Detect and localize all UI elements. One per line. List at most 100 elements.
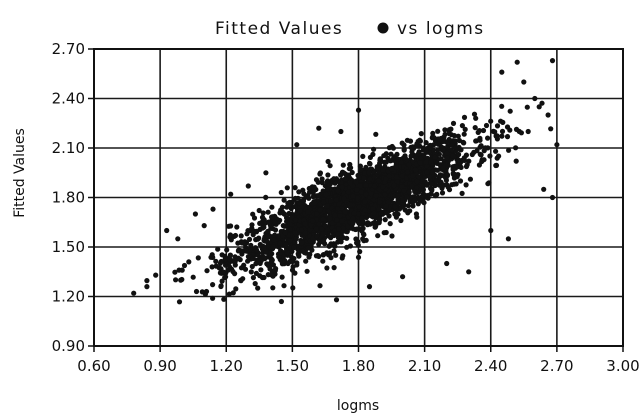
- data-point: [220, 269, 227, 275]
- y-tick-label: 2.40: [52, 90, 85, 108]
- data-point: [421, 200, 427, 206]
- data-point: [332, 243, 338, 249]
- data-point: [488, 227, 494, 234]
- data-point: [532, 95, 538, 102]
- data-point: [541, 186, 547, 192]
- data-point: [232, 254, 238, 260]
- data-point: [499, 69, 505, 75]
- data-point: [248, 242, 254, 248]
- data-point: [435, 128, 441, 134]
- data-point: [329, 220, 335, 226]
- data-point: [263, 170, 269, 176]
- data-point: [444, 172, 451, 178]
- data-point: [228, 191, 234, 197]
- data-point: [442, 127, 448, 133]
- data-point: [446, 187, 453, 193]
- data-point: [299, 240, 305, 246]
- data-point: [319, 180, 325, 186]
- data-point: [400, 274, 406, 280]
- data-point: [270, 285, 276, 291]
- data-point: [337, 213, 343, 219]
- data-point: [335, 222, 342, 228]
- data-point: [334, 217, 340, 223]
- data-point: [345, 223, 351, 230]
- data-point: [303, 258, 309, 264]
- data-point: [222, 256, 228, 262]
- data-point: [461, 140, 467, 146]
- data-point: [354, 226, 360, 232]
- data-point: [456, 151, 462, 158]
- data-point: [253, 229, 260, 235]
- data-point: [424, 169, 430, 175]
- x-tick-label: 2.10: [408, 357, 441, 375]
- data-point: [323, 191, 329, 198]
- data-point: [480, 127, 487, 134]
- data-point: [412, 197, 418, 203]
- data-point: [421, 152, 427, 159]
- data-point: [227, 256, 233, 263]
- data-point: [362, 207, 368, 213]
- data-point: [539, 100, 545, 106]
- data-point: [466, 269, 472, 275]
- data-point: [429, 186, 435, 192]
- data-point: [328, 241, 334, 247]
- data-point: [255, 285, 261, 291]
- data-point: [433, 177, 440, 184]
- data-point: [401, 188, 407, 194]
- data-point: [265, 209, 271, 215]
- data-point: [276, 254, 282, 260]
- data-point: [342, 176, 348, 182]
- data-point: [294, 260, 300, 266]
- data-point: [332, 180, 338, 186]
- data-point: [378, 210, 384, 216]
- data-point: [355, 211, 361, 217]
- data-point: [270, 225, 276, 232]
- data-point: [190, 274, 196, 280]
- data-point: [418, 131, 424, 137]
- data-point: [395, 200, 401, 206]
- data-point: [279, 274, 285, 280]
- data-point: [153, 272, 159, 278]
- data-point: [513, 126, 520, 132]
- data-point: [383, 203, 389, 209]
- data-point: [451, 181, 457, 187]
- data-point: [338, 239, 344, 245]
- data-point: [463, 182, 469, 188]
- data-point: [320, 258, 326, 264]
- data-point: [218, 283, 224, 289]
- data-point: [320, 216, 326, 222]
- data-point: [237, 257, 243, 263]
- data-point: [356, 174, 362, 181]
- data-point: [350, 215, 356, 221]
- data-point: [311, 184, 317, 190]
- data-point: [364, 221, 371, 227]
- data-point: [340, 162, 346, 168]
- data-point: [393, 164, 400, 170]
- data-point: [380, 167, 386, 173]
- data-point: [286, 210, 292, 217]
- data-point: [195, 255, 201, 261]
- data-point: [321, 237, 327, 243]
- data-point: [392, 203, 398, 210]
- data-point: [361, 232, 367, 238]
- data-point: [408, 153, 414, 159]
- data-point: [292, 270, 298, 276]
- data-point: [265, 228, 271, 234]
- data-point: [250, 255, 256, 262]
- data-point: [331, 248, 337, 254]
- data-point: [548, 126, 554, 132]
- data-point: [406, 162, 412, 168]
- data-point: [224, 247, 230, 253]
- data-point: [252, 281, 258, 287]
- data-point: [414, 214, 420, 220]
- data-point: [451, 133, 457, 139]
- data-point: [513, 145, 519, 151]
- data-point: [450, 170, 456, 177]
- data-point: [387, 158, 394, 164]
- data-point: [493, 162, 500, 168]
- data-point: [355, 195, 361, 201]
- data-point: [404, 169, 411, 175]
- data-point: [339, 184, 345, 190]
- data-point: [243, 248, 250, 254]
- data-point: [404, 194, 410, 200]
